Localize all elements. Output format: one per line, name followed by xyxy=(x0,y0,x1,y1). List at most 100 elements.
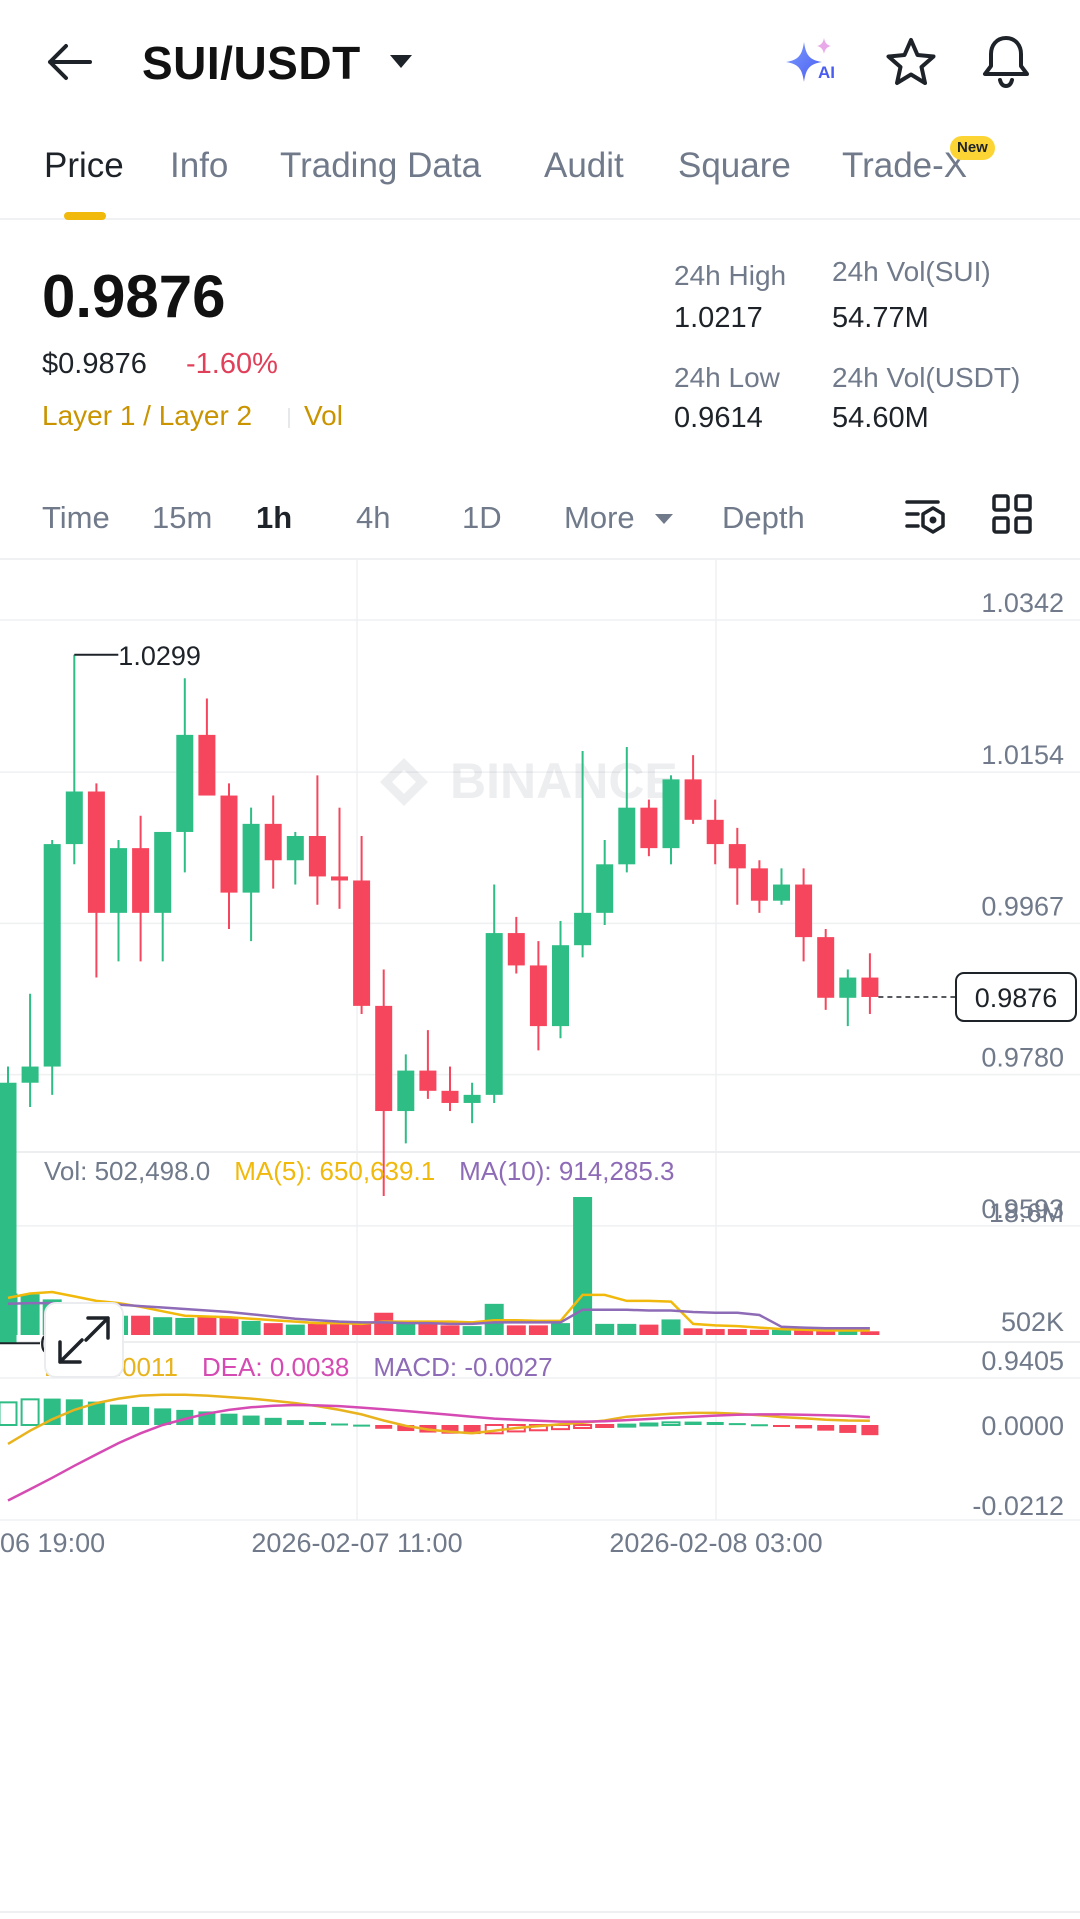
dea-legend-item: DEA: 0.0038 xyxy=(202,1352,349,1382)
dif-line xyxy=(7,1393,870,1445)
high-value: 1.0217 xyxy=(674,302,763,334)
macd-bar xyxy=(132,1406,150,1425)
timeframe-more[interactable]: More xyxy=(564,500,635,535)
new-badge: New xyxy=(950,136,995,160)
volume-bar xyxy=(838,1331,858,1335)
volume-bar xyxy=(462,1326,482,1335)
vol-quote-value: 54.60M xyxy=(832,402,929,434)
volume-bar xyxy=(330,1323,349,1335)
macd-tick-label: 0.0000 xyxy=(981,1411,1064,1441)
price-chart[interactable]: BINANCE 1.0342 1.0154 0.9967 0.9780 0.9593 0.9… xyxy=(0,560,1080,1919)
macd-bar xyxy=(861,1425,879,1436)
macd-bar xyxy=(286,1420,304,1425)
candle-body xyxy=(132,848,150,913)
macd-bar xyxy=(110,1404,127,1425)
expand-arrows-icon xyxy=(58,1316,110,1364)
page-tabs: Price Info Trading Data Audit Square Tra… xyxy=(0,130,1080,220)
volume-bar xyxy=(153,1317,173,1335)
volume-bar xyxy=(772,1329,791,1335)
volume-bar xyxy=(794,1330,814,1335)
candle-body xyxy=(750,868,768,901)
binance-logo-icon xyxy=(380,758,428,806)
volume-bar xyxy=(131,1315,151,1335)
more-caret-icon[interactable] xyxy=(654,512,674,526)
timeframe-1h[interactable]: 1h xyxy=(256,500,293,535)
candle-body xyxy=(419,1070,437,1091)
usd-price: $0.9876 xyxy=(42,348,147,380)
tab-square[interactable]: Square xyxy=(678,146,791,185)
timeframe-4h[interactable]: 4h xyxy=(356,500,391,535)
macd-bar xyxy=(0,1401,18,1427)
active-tab-indicator xyxy=(64,212,106,220)
last-price: 0.9876 xyxy=(42,263,226,330)
macd-bar xyxy=(728,1423,746,1426)
low-label: 24h Low xyxy=(674,362,780,393)
candle-body xyxy=(220,795,238,893)
candle-body xyxy=(154,831,172,913)
candle-body xyxy=(596,864,614,913)
macd-bar xyxy=(839,1425,857,1433)
ma10-legend-item: MA(10): 914,285.3 xyxy=(459,1156,674,1186)
candle-body xyxy=(198,734,216,796)
candle-body xyxy=(286,835,304,861)
candle-body xyxy=(728,844,746,869)
volume-bar xyxy=(418,1323,438,1335)
vol-base-value: 54.77M xyxy=(832,302,929,334)
top-bar: SUI/USDT AI xyxy=(0,0,1080,128)
tab-info[interactable]: Info xyxy=(170,146,229,185)
tab-trade-x[interactable]: Trade-X xyxy=(842,146,968,185)
vol-tag[interactable]: Vol xyxy=(304,400,343,431)
pair-title[interactable]: SUI/USDT xyxy=(142,37,361,89)
star-icon[interactable] xyxy=(884,36,938,90)
candle-body xyxy=(176,734,194,832)
layout-grid-icon[interactable] xyxy=(992,494,1032,534)
ma5-legend-item: MA(5): 650,639.1 xyxy=(234,1156,435,1186)
category-tag[interactable]: Layer 1 / Layer 2 xyxy=(42,400,253,431)
candle-body xyxy=(375,1005,393,1112)
bell-icon[interactable] xyxy=(978,32,1034,90)
volume-tick-label: 18.6M xyxy=(989,1198,1064,1228)
candle-body xyxy=(640,807,658,849)
timeframe-time[interactable]: Time xyxy=(42,500,110,535)
x-tick-label: 2026-02-07 11:00 xyxy=(251,1528,462,1558)
candle-body xyxy=(353,880,371,1006)
timeframe-1d[interactable]: 1D xyxy=(462,500,502,535)
x-tick-label: 2026-02-08 03:00 xyxy=(609,1528,822,1558)
macd-bar xyxy=(817,1425,835,1431)
fullscreen-button[interactable] xyxy=(44,1302,124,1378)
candle-body xyxy=(0,1082,17,1344)
volume-bar xyxy=(816,1331,836,1335)
tab-trading-data[interactable]: Trading Data xyxy=(280,146,482,185)
candle-body xyxy=(110,848,127,913)
timeframe-15m[interactable]: 15m xyxy=(152,500,213,535)
volume-bar xyxy=(727,1329,747,1335)
macd-bar xyxy=(441,1425,459,1434)
macd-bar xyxy=(661,1421,681,1427)
macd-bar xyxy=(65,1399,83,1425)
candle-body xyxy=(397,1070,415,1112)
volume-bar xyxy=(0,1293,18,1335)
indicator-settings-icon[interactable] xyxy=(904,494,948,538)
macd-bar xyxy=(595,1424,615,1428)
ai-sparkle-icon[interactable]: AI xyxy=(782,34,842,92)
back-arrow-icon[interactable] xyxy=(44,40,94,84)
candle-body xyxy=(441,1090,459,1103)
vol-legend-item: Vol: 502,498.0 xyxy=(44,1156,210,1186)
macd-bar xyxy=(706,1421,724,1425)
price-change: -1.60% xyxy=(186,348,278,380)
candle-body xyxy=(242,823,260,893)
low-value: 0.9614 xyxy=(674,402,763,434)
vol-quote-label: 24h Vol(USDT) xyxy=(832,362,1021,393)
volume-bar xyxy=(506,1325,526,1335)
macd-bar xyxy=(684,1421,702,1425)
candle-body xyxy=(552,945,569,1027)
candle-body xyxy=(87,791,105,913)
tab-audit[interactable]: Audit xyxy=(544,146,624,185)
volume-ma5-line xyxy=(7,1290,870,1332)
volume-bar xyxy=(219,1317,239,1335)
tab-price[interactable]: Price xyxy=(44,146,124,185)
dropdown-caret-icon[interactable] xyxy=(388,52,414,70)
timeframe-depth[interactable]: Depth xyxy=(722,500,805,535)
high-label: 24h High xyxy=(674,260,787,291)
price-tick-label: 1.0342 xyxy=(981,588,1064,618)
